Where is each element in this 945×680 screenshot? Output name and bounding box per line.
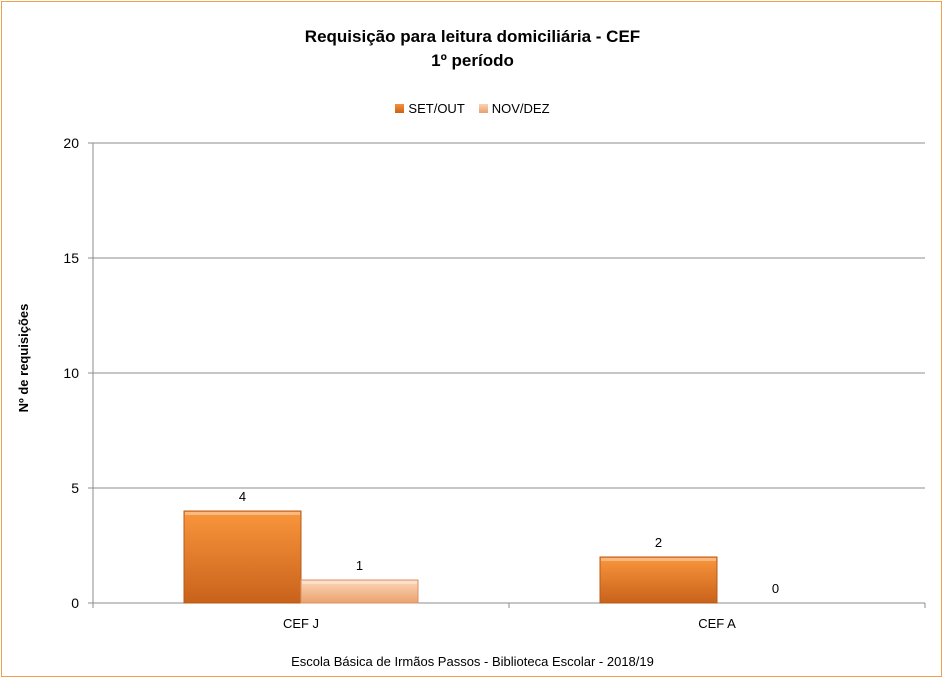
bar-set-out bbox=[599, 556, 718, 604]
x-tick-label: CEF J bbox=[283, 616, 319, 631]
bar-bevel bbox=[302, 581, 417, 584]
legend-item-nov-dez: NOV/DEZ bbox=[478, 101, 550, 116]
legend-label-set-out: SET/OUT bbox=[408, 101, 465, 116]
legend-swatch-set-out bbox=[395, 104, 405, 113]
y-tick-label: 0 bbox=[71, 595, 79, 611]
chart-subtitle: 1º período bbox=[431, 51, 514, 70]
bar-nov-dez bbox=[300, 579, 419, 604]
legend-swatch-nov-dez bbox=[478, 104, 488, 113]
bar-bevel bbox=[601, 558, 716, 561]
y-tick-label: 20 bbox=[63, 135, 79, 151]
chart-legend: SET/OUT NOV/DEZ bbox=[0, 101, 945, 116]
x-tick-label: CEF A bbox=[698, 616, 736, 631]
legend-label-nov-dez: NOV/DEZ bbox=[491, 101, 550, 116]
chart-footer: Escola Básica de Irmãos Passos - Bibliot… bbox=[291, 654, 654, 669]
chart-title: Requisição para leitura domiciliária - C… bbox=[304, 27, 641, 46]
data-label: 2 bbox=[655, 535, 662, 550]
bar-bevel bbox=[185, 512, 300, 515]
data-label: 1 bbox=[356, 558, 363, 573]
legend-item-set-out: SET/OUT bbox=[395, 101, 465, 116]
y-tick-label: 10 bbox=[63, 365, 79, 381]
y-tick-label: 15 bbox=[63, 250, 79, 266]
y-axis-title: Nº de requisições bbox=[16, 304, 31, 413]
bar-set-out bbox=[183, 510, 302, 604]
data-label: 4 bbox=[239, 489, 246, 504]
y-tick-label: 5 bbox=[71, 480, 79, 496]
data-label: 0 bbox=[772, 581, 779, 596]
